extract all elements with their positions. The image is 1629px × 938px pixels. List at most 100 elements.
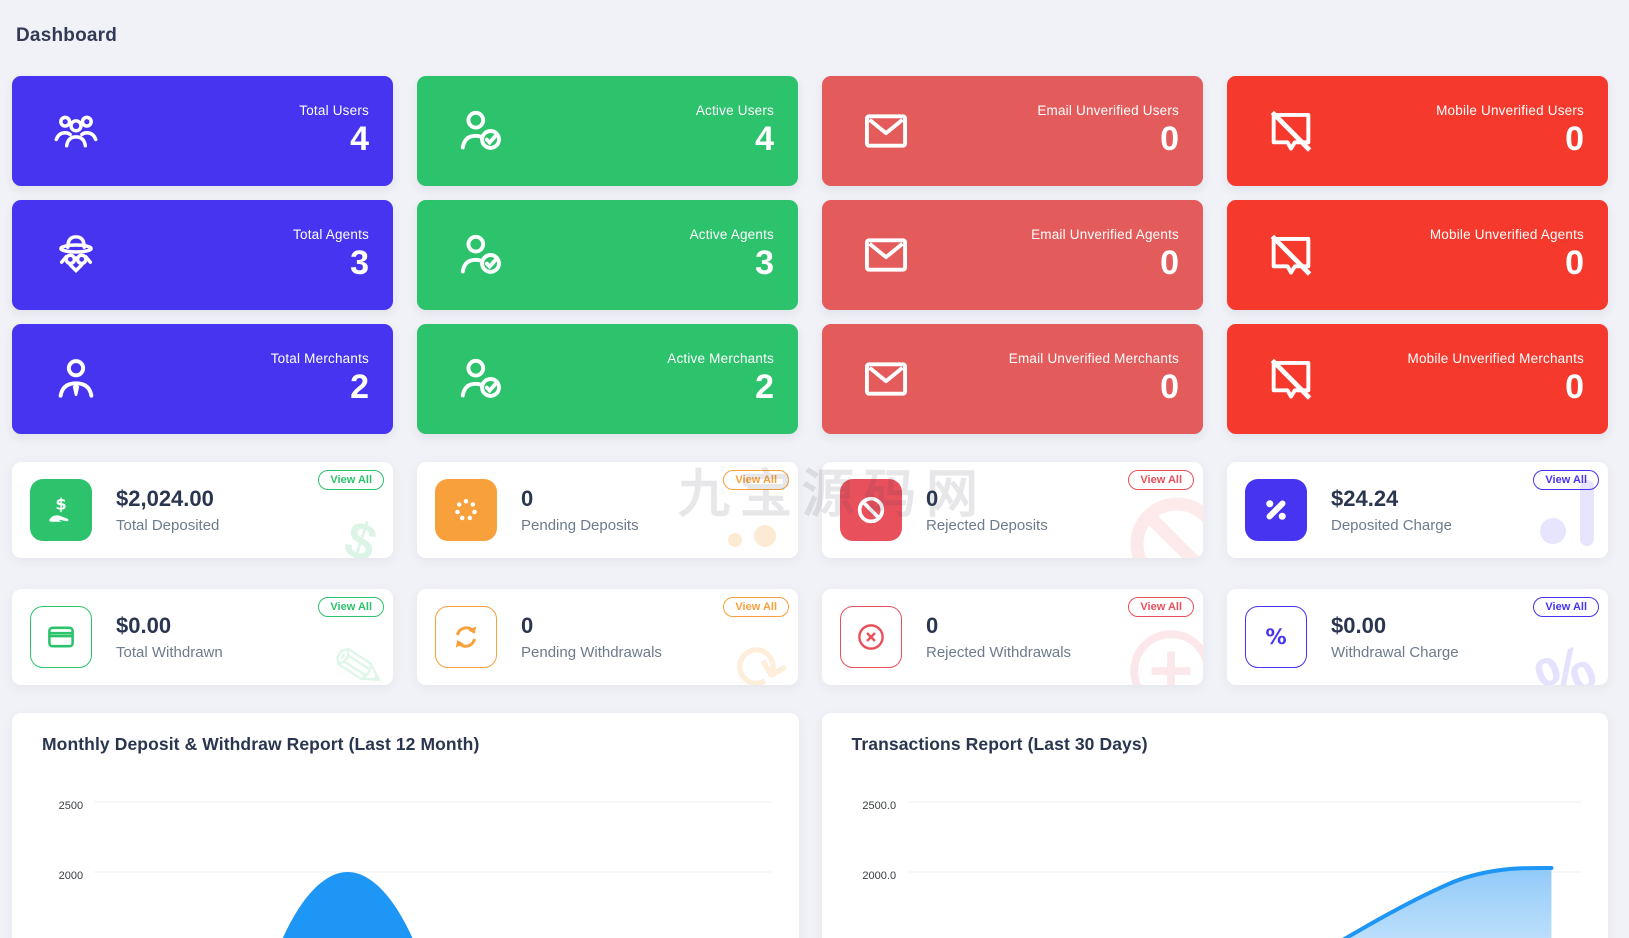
ban-decor-icon xyxy=(1117,484,1203,558)
stat-cards-grid: Total Users 4 Active Users 4 Email Unver… xyxy=(12,76,1608,434)
card-rejected-withdrawals: 0 Rejected Withdrawals View All xyxy=(822,589,1203,685)
stat-value: 0 xyxy=(1160,367,1179,406)
message-slash-icon xyxy=(1265,229,1317,281)
percent-icon xyxy=(1245,606,1307,668)
label: Withdrawal Charge xyxy=(1331,644,1459,661)
card-deposited-charge: $24.24 Deposited Charge View All xyxy=(1227,462,1608,558)
view-all-button[interactable]: View All xyxy=(318,470,384,490)
stat-label: Mobile Unverified Agents xyxy=(1429,226,1584,242)
user-tie-icon xyxy=(50,353,102,405)
deposit-area-series xyxy=(282,872,413,938)
stat-label: Total Agents xyxy=(293,226,369,242)
summary-cards-grid: $2,024.00 Total Deposited View All $ 0 P… xyxy=(12,462,1608,685)
label: Total Withdrawn xyxy=(116,644,223,661)
charts-row: Monthly Deposit & Withdraw Report (Last … xyxy=(12,713,1608,938)
plus-circle-decor-icon xyxy=(1119,619,1203,685)
stat-label: Active Merchants xyxy=(667,350,774,366)
amount: $24.24 xyxy=(1331,486,1399,511)
view-all-button[interactable]: View All xyxy=(723,597,789,617)
stat-card-active-users: Active Users 4 xyxy=(417,76,798,186)
transactions-line xyxy=(1341,865,1553,938)
stat-card-total-agents: Total Agents 3 xyxy=(12,200,393,310)
stat-card-mobile-unverified-agents: Mobile Unverified Agents 0 xyxy=(1227,200,1608,310)
stat-value: 2 xyxy=(755,367,774,406)
card-total-deposited: $2,024.00 Total Deposited View All $ xyxy=(12,462,393,558)
amount: 0 xyxy=(521,486,534,511)
stat-value: 0 xyxy=(1565,367,1584,406)
view-all-button[interactable]: View All xyxy=(723,470,789,490)
stat-card-active-merchants: Active Merchants 2 xyxy=(417,324,798,434)
y-tick: 2000.0 xyxy=(862,870,896,882)
pencil-decor-icon: ✎ xyxy=(326,630,392,685)
stat-label: Active Users xyxy=(695,102,774,118)
user-check-icon xyxy=(455,229,507,281)
label: Pending Deposits xyxy=(521,517,639,534)
dot-decor xyxy=(1540,518,1566,544)
stat-value: 0 xyxy=(1565,243,1584,282)
stat-label: Email Unverified Agents xyxy=(1031,226,1179,242)
sync-icon xyxy=(435,606,497,668)
credit-card-icon xyxy=(30,606,92,668)
stat-value: 2 xyxy=(350,367,369,406)
transactions-chart-card: Transactions Report (Last 30 Days) 2500.… xyxy=(821,713,1608,938)
card-rejected-deposits: 0 Rejected Deposits View All xyxy=(822,462,1203,558)
card-withdrawal-charge: $0.00 Withdrawal Charge View All % xyxy=(1227,589,1608,685)
y-tick: 2500.0 xyxy=(862,800,896,812)
transactions-area-fill xyxy=(1345,867,1551,938)
x-circle-icon xyxy=(840,606,902,668)
stat-label: Email Unverified Users xyxy=(1037,102,1179,118)
amount: $2,024.00 xyxy=(116,486,214,511)
stat-card-email-unverified-merchants: Email Unverified Merchants 0 xyxy=(822,324,1203,434)
stat-label: Mobile Unverified Users xyxy=(1436,102,1584,118)
stat-card-mobile-unverified-merchants: Mobile Unverified Merchants 0 xyxy=(1227,324,1608,434)
dots-decor-icon xyxy=(728,525,776,552)
stat-card-email-unverified-agents: Email Unverified Agents 0 xyxy=(822,200,1203,310)
amount: 0 xyxy=(926,613,939,638)
stat-value: 0 xyxy=(1160,243,1179,282)
view-all-button[interactable]: View All xyxy=(1533,470,1599,490)
label: Rejected Withdrawals xyxy=(926,644,1072,661)
percent-icon xyxy=(1245,479,1307,541)
stat-card-mobile-unverified-users: Mobile Unverified Users 0 xyxy=(1227,76,1608,186)
message-slash-icon xyxy=(1265,353,1317,405)
arrow-decor-icon: ⟳ xyxy=(726,627,797,685)
label: Pending Withdrawals xyxy=(521,644,662,661)
envelope-icon xyxy=(860,105,912,157)
transactions-chart: 2500.0 2000.0 1500.0 xyxy=(862,800,1581,938)
envelope-icon xyxy=(860,353,912,405)
stat-label: Total Users xyxy=(299,102,369,118)
y-tick: 2000 xyxy=(59,870,84,882)
view-all-button[interactable]: View All xyxy=(318,597,384,617)
stat-value: 3 xyxy=(350,243,369,282)
amount: 0 xyxy=(521,613,534,638)
card-pending-deposits: 0 Pending Deposits View All xyxy=(417,462,798,558)
message-slash-icon xyxy=(1265,105,1317,157)
dollar-decor-icon: $ xyxy=(337,509,384,558)
users-group-icon xyxy=(50,105,102,157)
envelope-icon xyxy=(860,229,912,281)
monthly-deposit-withdraw-chart: 2500 2000 1500 xyxy=(59,800,772,938)
percent-decor-icon: % xyxy=(1525,629,1606,685)
amount: $0.00 xyxy=(1331,613,1387,638)
label: Rejected Deposits xyxy=(926,517,1048,534)
user-check-icon xyxy=(455,353,507,405)
view-all-button[interactable]: View All xyxy=(1128,597,1194,617)
chart-title: Transactions Report (Last 30 Days) xyxy=(851,734,1148,754)
stat-card-active-agents: Active Agents 3 xyxy=(417,200,798,310)
chart-title: Monthly Deposit & Withdraw Report (Last … xyxy=(42,734,480,754)
stat-value: 0 xyxy=(1160,119,1179,158)
card-total-withdrawn: $0.00 Total Withdrawn View All ✎ xyxy=(12,589,393,685)
hand-dollar-icon xyxy=(30,479,92,541)
amount: $0.00 xyxy=(116,613,172,638)
user-check-icon xyxy=(455,105,507,157)
ban-icon xyxy=(840,479,902,541)
card-pending-withdrawals: 0 Pending Withdrawals View All ⟳ xyxy=(417,589,798,685)
view-all-button[interactable]: View All xyxy=(1128,470,1194,490)
stat-label: Total Merchants xyxy=(270,350,369,366)
stat-label: Active Agents xyxy=(689,226,774,242)
view-all-button[interactable]: View All xyxy=(1533,597,1599,617)
label: Total Deposited xyxy=(116,517,220,534)
stat-value: 4 xyxy=(755,119,774,158)
stat-value: 3 xyxy=(755,243,774,282)
y-tick: 2500 xyxy=(59,800,84,812)
